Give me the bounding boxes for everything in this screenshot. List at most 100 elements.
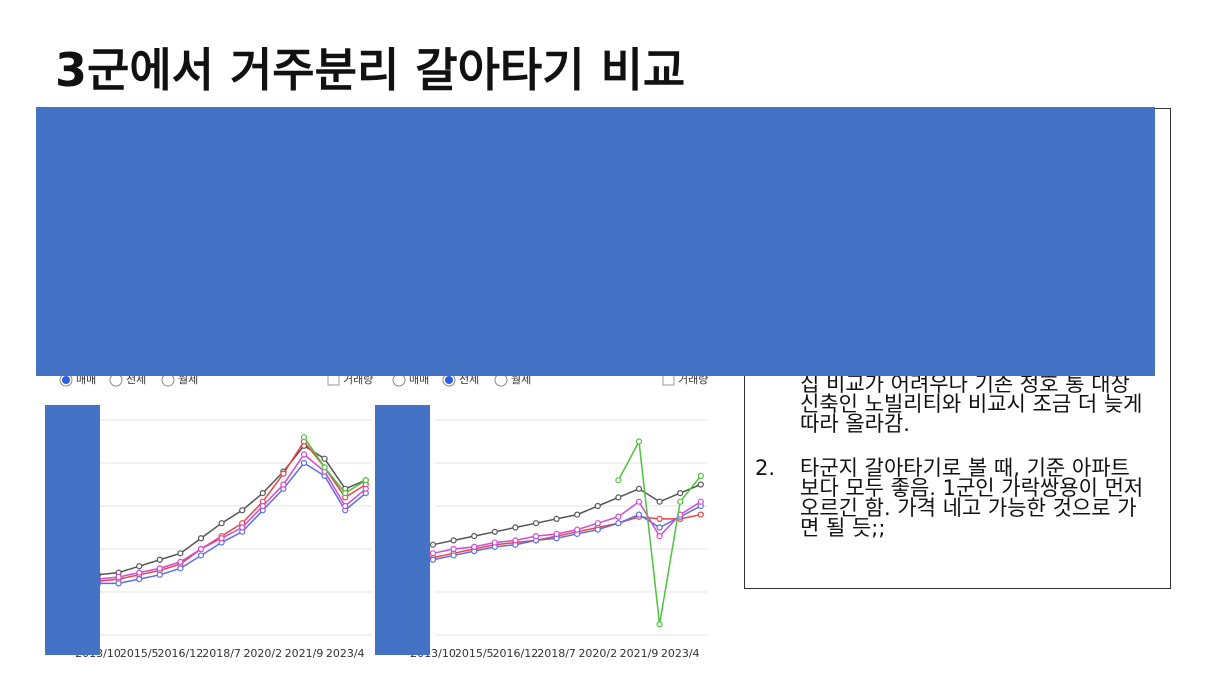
x-tick-label: 2016/12 (158, 647, 204, 660)
data-point (574, 526, 581, 533)
data-point (197, 552, 205, 559)
note-number: 2. (755, 456, 776, 480)
data-point (115, 573, 122, 581)
series-line (432, 505, 702, 561)
series-line (432, 483, 702, 546)
data-point (321, 464, 328, 471)
data-point (574, 511, 581, 518)
data-point (300, 434, 308, 441)
data-point (321, 455, 328, 462)
data-point (677, 490, 684, 497)
data-point (156, 571, 163, 578)
note-item-1: 집 비교가 어려우나 기존 청호 통 대장 신축인 노빌리티와 비교시 조금 더… (800, 372, 1143, 436)
series-line (98, 462, 367, 585)
data-point (429, 556, 437, 563)
data-point (697, 472, 704, 479)
data-point (635, 485, 643, 492)
x-tick-label: 2016/12 (493, 647, 539, 660)
data-point (259, 502, 266, 510)
data-point (615, 494, 622, 501)
data-point (239, 524, 246, 531)
data-point (136, 563, 143, 570)
radio-label: 전세 (126, 373, 146, 386)
data-point (491, 539, 498, 546)
data-point (615, 513, 622, 520)
data-point (239, 507, 246, 514)
data-point (156, 556, 163, 563)
data-point (491, 528, 498, 535)
data-point (656, 532, 663, 540)
data-point (656, 498, 663, 505)
data-point (342, 490, 349, 497)
data-point (697, 511, 704, 518)
data-point (342, 502, 349, 510)
data-point (635, 498, 643, 505)
data-point (280, 470, 287, 477)
redaction (36, 107, 1155, 376)
checkbox-label: 거래량 (343, 373, 373, 386)
x-tick-label: 2023/4 (661, 647, 700, 660)
x-tick-label: 2020/2 (243, 647, 282, 660)
data-point (177, 565, 184, 572)
data-point (156, 565, 163, 572)
data-point (532, 520, 540, 527)
slide-title: 3군에서 거주분리 갈아타기 비교 (55, 43, 686, 97)
series-line (432, 513, 701, 559)
x-tick-label: 2021/9 (285, 647, 324, 660)
data-point (553, 530, 560, 538)
data-point (300, 451, 308, 458)
data-point (615, 520, 622, 527)
note-item-2: 타군지 갈아타기로 볼 때, 기준 아파트 보다 모두 좋음. 1군인 가락쌍용… (800, 456, 1144, 540)
x-tick-label: 2018/7 (537, 647, 576, 660)
radio-dot (445, 376, 453, 384)
data-point (429, 550, 437, 557)
checkbox-label: 거래량 (678, 373, 708, 386)
x-tick-label: 2015/5 (455, 647, 494, 660)
data-point (635, 511, 643, 518)
data-point (300, 459, 308, 467)
radio-label: 월세 (178, 373, 198, 386)
radio-label: 전세 (459, 373, 479, 386)
data-point (594, 520, 601, 527)
data-point (553, 515, 560, 523)
data-point (512, 537, 519, 544)
redaction (375, 405, 430, 655)
data-point (115, 580, 122, 587)
data-point (197, 545, 205, 553)
data-point (471, 543, 478, 550)
data-point (362, 477, 369, 484)
data-point (656, 524, 663, 531)
series-line (432, 500, 702, 555)
data-point (136, 575, 143, 583)
series-line (97, 444, 367, 576)
data-point (177, 550, 184, 557)
data-point (259, 490, 266, 497)
data-point (594, 526, 601, 533)
series-line (97, 440, 367, 582)
data-point (429, 541, 437, 548)
data-point (177, 558, 184, 566)
radio-label: 매매 (76, 373, 96, 386)
radio-dot (62, 376, 70, 384)
redaction (45, 405, 100, 655)
data-point (450, 537, 457, 544)
data-point (136, 569, 143, 576)
data-point (512, 524, 519, 531)
data-point (615, 477, 622, 484)
x-tick-label: 2018/7 (202, 647, 241, 660)
data-point (471, 532, 478, 540)
radio-label: 월세 (511, 373, 531, 386)
data-point (197, 535, 205, 542)
x-tick-label: 2015/5 (120, 647, 159, 660)
data-point (532, 532, 540, 540)
data-point (218, 520, 225, 527)
data-point (656, 621, 663, 628)
series-line (617, 439, 702, 625)
series-line (97, 453, 367, 580)
data-point (677, 498, 684, 505)
data-point (362, 485, 369, 492)
data-point (218, 535, 225, 542)
series-line (303, 436, 367, 495)
